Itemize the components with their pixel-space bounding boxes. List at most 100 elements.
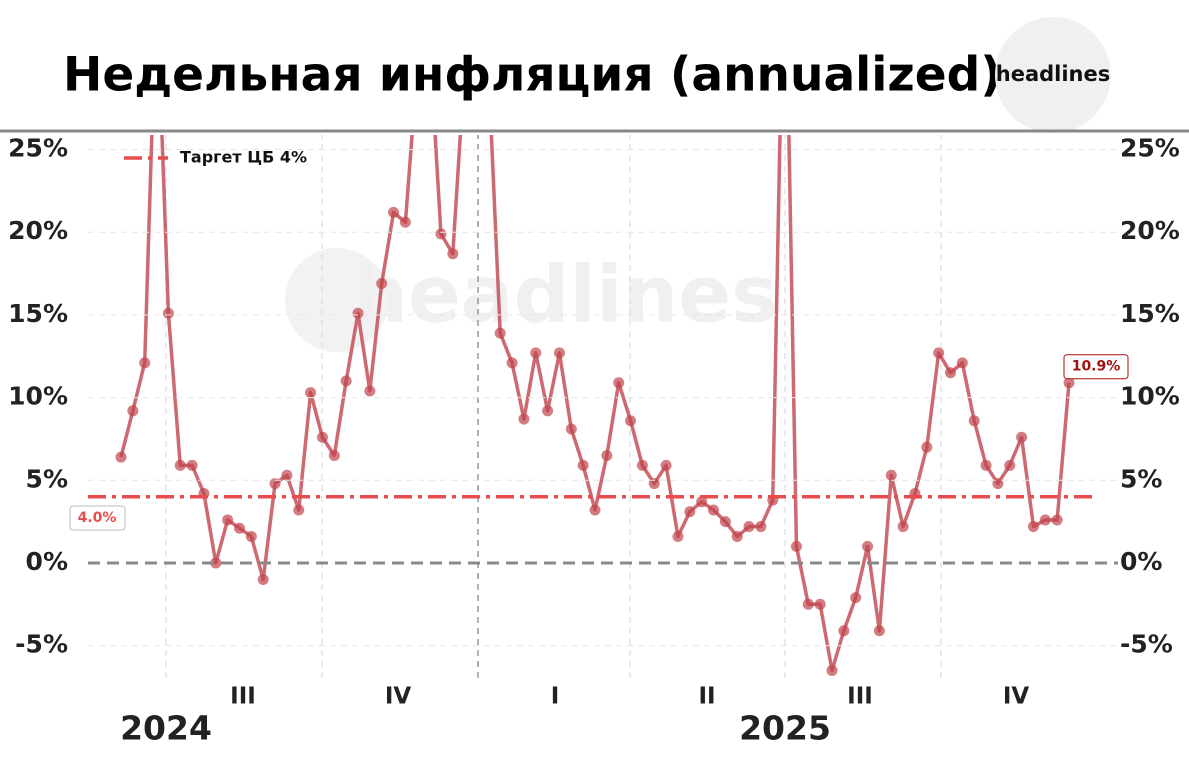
value-label-box	[1063, 354, 1129, 380]
point	[257, 573, 269, 585]
watermark-icon	[285, 248, 389, 352]
point	[933, 347, 945, 359]
point	[340, 375, 352, 387]
y-tick-label: 10%	[8, 382, 68, 411]
quarter-label: IV	[1003, 684, 1030, 710]
point	[577, 459, 589, 471]
y-tick-label: -5%	[15, 630, 68, 659]
point	[589, 504, 601, 516]
point	[518, 413, 530, 425]
point	[980, 459, 992, 471]
point	[316, 431, 328, 443]
plot-area	[115, 28, 1075, 682]
point	[897, 521, 909, 533]
point	[802, 598, 814, 610]
y-tick-label: 0%	[26, 547, 68, 576]
point	[814, 598, 826, 610]
point	[281, 469, 293, 481]
point	[565, 423, 577, 435]
logo-circle	[995, 17, 1111, 133]
target-label: 4.0%	[78, 510, 117, 526]
point	[613, 377, 625, 389]
point	[162, 307, 174, 319]
point	[968, 415, 980, 427]
year-label: 2024	[120, 709, 212, 748]
y-tick-label-right: 20%	[1120, 216, 1180, 245]
y-tick-label-right: -5%	[1120, 630, 1173, 659]
point	[1004, 459, 1016, 471]
value-label: 10.9%	[1072, 359, 1121, 375]
point	[648, 478, 660, 490]
point	[1039, 514, 1051, 526]
quarter-label: III	[230, 684, 256, 710]
y-tick-label-right: 0%	[1120, 547, 1162, 576]
point	[684, 506, 696, 518]
point	[506, 357, 518, 369]
point	[424, 28, 435, 39]
y-tick-label-right: 10%	[1120, 382, 1180, 411]
point	[719, 516, 731, 528]
point	[873, 625, 885, 637]
point	[850, 592, 862, 604]
point	[743, 521, 755, 533]
point	[862, 540, 874, 552]
y-tick-label: 15%	[8, 299, 68, 328]
quarter-label: IV	[385, 684, 412, 710]
point	[530, 347, 542, 359]
y-tick-label-right: 25%	[1120, 134, 1180, 163]
logo: headlines	[996, 62, 1111, 86]
y-tick-label: 20%	[8, 216, 68, 245]
point	[305, 387, 317, 399]
point	[1016, 431, 1028, 443]
point	[992, 478, 1004, 490]
point	[1027, 521, 1039, 533]
quarter-label: II	[698, 684, 715, 710]
y-tick-label: 5%	[26, 464, 68, 493]
point	[269, 478, 281, 490]
point	[755, 521, 767, 533]
point	[625, 415, 637, 427]
point	[115, 451, 127, 463]
point	[328, 449, 340, 461]
point	[127, 405, 139, 417]
point	[672, 530, 684, 542]
point	[293, 504, 305, 516]
target-label-box	[69, 505, 126, 531]
y-tick-label-right: 5%	[1120, 464, 1162, 493]
legend-label: Таргет ЦБ 4%	[180, 148, 307, 167]
point	[234, 522, 245, 534]
point	[174, 459, 186, 471]
y-tick-label-right: 15%	[1120, 299, 1180, 328]
y-tick-label: 25%	[8, 134, 68, 163]
point	[553, 347, 565, 359]
point	[435, 228, 447, 240]
watermark: headlines	[352, 250, 777, 340]
point	[660, 459, 672, 471]
point	[956, 357, 968, 369]
quarter-label: I	[551, 684, 560, 710]
year-label: 2025	[739, 709, 831, 748]
point	[186, 459, 198, 471]
point	[222, 514, 234, 526]
point	[636, 459, 648, 471]
point	[447, 248, 459, 260]
point	[210, 557, 222, 569]
quarter-label: III	[847, 684, 873, 710]
point	[826, 664, 838, 676]
point	[399, 216, 411, 228]
point	[885, 469, 897, 481]
point	[838, 625, 850, 637]
point	[388, 206, 400, 218]
point	[921, 441, 933, 453]
point	[1063, 377, 1075, 389]
point	[352, 307, 364, 319]
point	[364, 385, 376, 397]
point	[139, 357, 151, 369]
chart-title: Недельная инфляция (annualized)	[63, 48, 1002, 103]
point	[1051, 514, 1063, 526]
point	[376, 277, 388, 289]
point	[494, 327, 506, 339]
point	[696, 496, 708, 508]
point	[245, 530, 257, 542]
